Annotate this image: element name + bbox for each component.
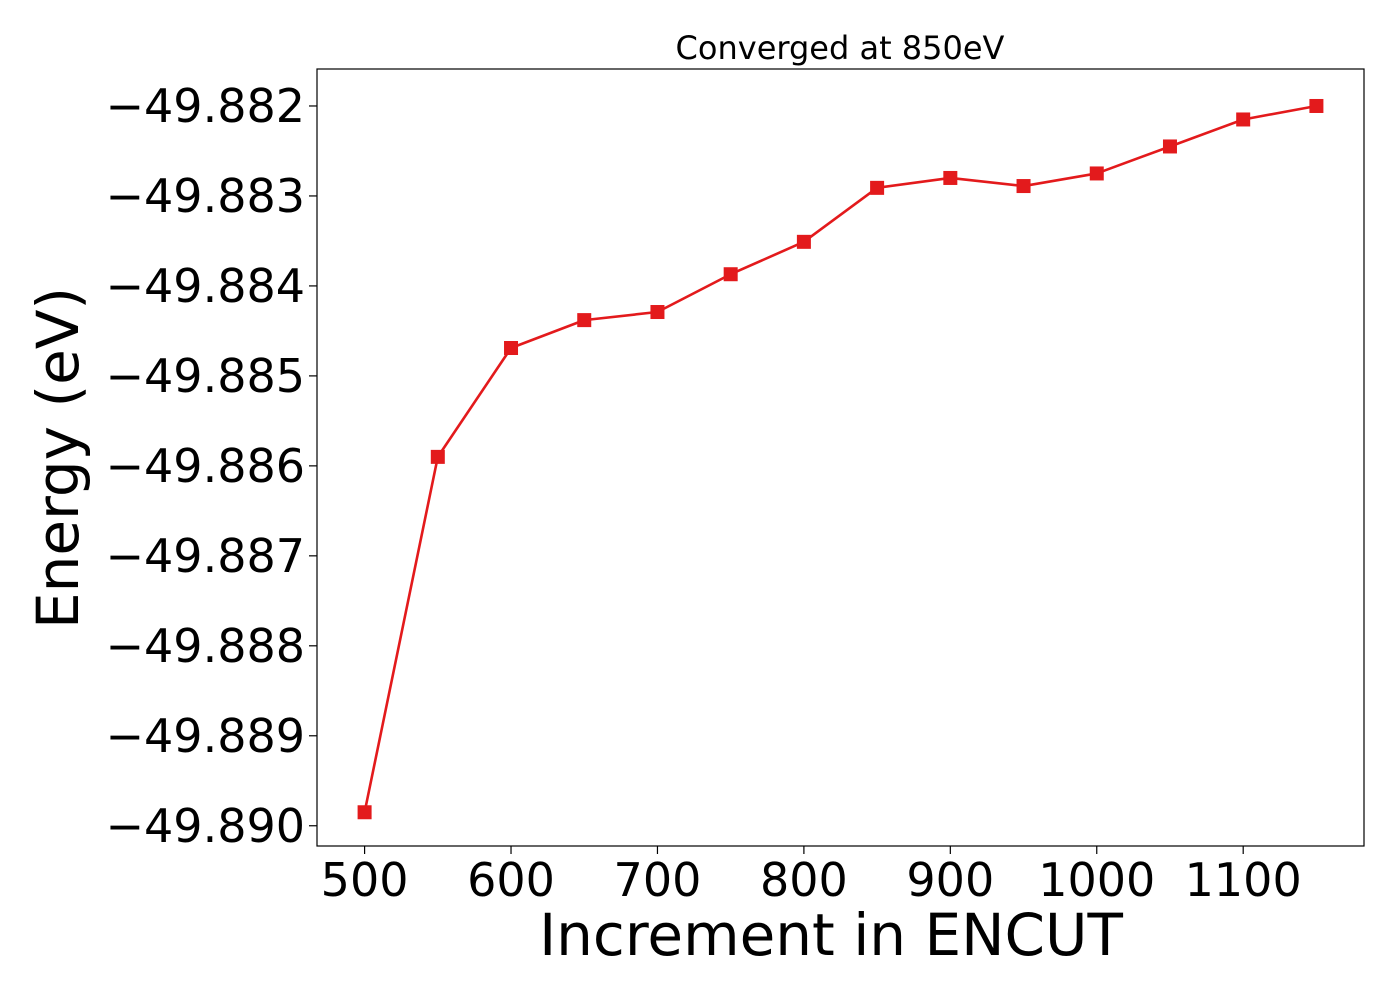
data-point-marker <box>1309 98 1324 113</box>
data-point-marker <box>1089 166 1104 181</box>
chart-title: Converged at 850eV <box>676 29 1005 67</box>
data-point-marker <box>1162 139 1177 154</box>
data-point-marker <box>357 805 372 820</box>
data-point-marker <box>796 234 811 249</box>
y-axis-label: Energy (eV) <box>24 287 92 629</box>
x-axis-ticks: 500 600 700 800 900 1000 1100 <box>321 846 1302 907</box>
y-tick-label: −49.888 <box>106 619 306 673</box>
data-point-marker <box>577 313 592 328</box>
data-point-marker <box>870 180 885 195</box>
x-tick-label: 1000 <box>1038 853 1155 907</box>
y-tick-label: −49.886 <box>106 439 306 493</box>
x-tick-label: 600 <box>467 853 555 907</box>
data-point-marker <box>1016 179 1031 194</box>
data-point-marker <box>1236 112 1251 127</box>
y-tick-label: −49.884 <box>106 259 306 313</box>
x-axis-label: Increment in ENCUT <box>539 901 1123 969</box>
x-tick-label: 700 <box>614 853 702 907</box>
y-axis-ticks: −49.890 −49.889 −49.888 −49.887 −49.886 −49.8… <box>106 79 317 853</box>
y-tick-label: −49.889 <box>106 709 306 763</box>
data-point-marker <box>943 170 958 185</box>
y-tick-label: −49.885 <box>106 349 306 403</box>
x-tick-label: 500 <box>321 853 409 907</box>
y-tick-label: −49.887 <box>106 529 306 583</box>
y-tick-label: −49.883 <box>106 169 306 223</box>
y-tick-label: −49.890 <box>106 799 306 853</box>
plot-frame <box>316 68 1365 847</box>
x-tick-label: 1100 <box>1185 853 1302 907</box>
data-point-marker <box>430 449 445 464</box>
data-point-marker <box>723 267 738 282</box>
x-tick-label: 900 <box>906 853 994 907</box>
data-point-marker <box>650 305 665 320</box>
y-tick-label: −49.882 <box>106 79 306 133</box>
data-point-marker <box>504 341 519 356</box>
x-tick-label: 800 <box>760 853 848 907</box>
series-layer <box>357 98 1324 820</box>
series-line <box>363 104 1317 813</box>
